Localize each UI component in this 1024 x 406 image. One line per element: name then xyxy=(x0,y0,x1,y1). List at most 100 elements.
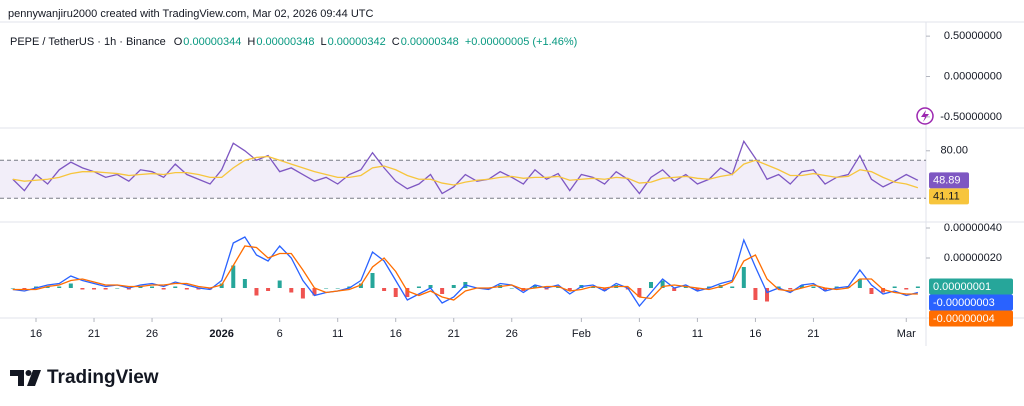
header: pennywanjiru2000 created with TradingVie… xyxy=(8,8,374,20)
x-tick-label: Feb xyxy=(572,328,591,340)
last-value-box xyxy=(929,310,1013,327)
y-tick-label: 0.50000000 xyxy=(944,30,1002,42)
histogram-bar xyxy=(324,288,329,289)
series-line xyxy=(12,139,919,195)
histogram-bar xyxy=(765,288,770,302)
histogram-bar xyxy=(22,288,27,290)
histogram-bar xyxy=(556,286,561,288)
x-tick-label: 11 xyxy=(692,328,703,340)
histogram-bar xyxy=(184,288,189,290)
x-tick-label: 21 xyxy=(448,328,460,340)
histogram-bar xyxy=(370,273,375,288)
y-tick-label: 0.00000000 xyxy=(944,70,1002,82)
histogram-bar xyxy=(10,288,15,289)
ohlc-label: O xyxy=(174,36,183,48)
histogram-bar xyxy=(277,280,282,288)
histogram-bar xyxy=(486,288,491,290)
ohlc-label: L xyxy=(320,36,326,48)
x-tick-label: 26 xyxy=(506,328,518,340)
histogram-bar xyxy=(881,288,886,293)
histogram-bar xyxy=(405,288,410,297)
x-tick-label: 16 xyxy=(390,328,402,340)
last-value-label: 0.00000001 xyxy=(933,281,991,293)
series-line xyxy=(12,245,918,301)
histogram-bar xyxy=(358,283,363,288)
y-tick-label: 0.00000020 xyxy=(944,252,1002,264)
histogram-bar xyxy=(266,288,271,291)
last-value-box xyxy=(929,294,1013,311)
histogram-bar xyxy=(57,286,62,288)
last-value-label: 41.11 xyxy=(933,191,960,203)
histogram-bar xyxy=(115,288,120,289)
histogram-bar xyxy=(242,279,247,288)
histogram-bar xyxy=(231,265,236,288)
histogram-bar xyxy=(544,288,549,290)
histogram-bar xyxy=(799,285,804,288)
tradingview-logo xyxy=(10,370,41,386)
symbol-legend[interactable]: PEPE / TetherUS · 1h · Binance xyxy=(10,36,166,48)
histogram-bar xyxy=(416,286,421,288)
x-tick-label: 2026 xyxy=(209,328,233,340)
histogram-bar xyxy=(451,285,456,288)
histogram-bar xyxy=(857,279,862,288)
histogram-bar xyxy=(915,286,920,288)
x-tick-label: 16 xyxy=(749,328,761,340)
histogram-bar xyxy=(776,286,781,288)
histogram-bar xyxy=(869,288,874,294)
histogram-bar xyxy=(637,288,642,297)
x-tick-label: 6 xyxy=(636,328,642,340)
y-tick-label: 0.00000040 xyxy=(944,222,1002,234)
histogram-bar xyxy=(382,288,387,291)
histogram-bar xyxy=(428,285,433,288)
histogram-bar xyxy=(173,286,178,288)
ohlc-value: 0.00000342 xyxy=(328,36,386,48)
x-tick-label: Mar xyxy=(897,328,916,340)
ohlc-value: 0.00000348 xyxy=(256,36,314,48)
histogram-bar xyxy=(590,286,595,288)
last-value-label: 48.89 xyxy=(933,175,961,187)
x-tick-label: 6 xyxy=(277,328,283,340)
histogram-bar xyxy=(672,288,677,291)
histogram-bar xyxy=(80,288,85,290)
ohlc-value: 0.00000344 xyxy=(183,36,241,48)
histogram-bar xyxy=(904,288,909,290)
histogram-bar xyxy=(567,288,572,291)
ohlc-value: 0.00000348 xyxy=(401,36,459,48)
last-value-box xyxy=(929,278,1013,295)
histogram-bar xyxy=(161,288,166,290)
series-line xyxy=(12,236,919,308)
histogram-bar xyxy=(196,288,201,290)
brand-name: TradingView xyxy=(47,367,159,388)
histogram-bar xyxy=(695,288,700,291)
ohlc-label: C xyxy=(392,36,400,48)
y-tick-label: 80.00 xyxy=(940,145,968,157)
histogram-bar xyxy=(834,286,839,288)
histogram-bar xyxy=(660,280,665,288)
histogram-bar xyxy=(92,288,97,290)
histogram-bar xyxy=(648,282,653,288)
histogram-bar xyxy=(34,286,39,288)
x-tick-label: 21 xyxy=(807,328,819,340)
histogram-bar xyxy=(730,286,735,288)
histogram-bar xyxy=(532,285,537,288)
histogram-bar xyxy=(509,288,514,289)
histogram-bar xyxy=(219,283,224,288)
last-value-label: -0.00000004 xyxy=(933,313,995,325)
last-value-box xyxy=(929,172,969,189)
histogram-bar xyxy=(300,288,305,299)
histogram-bar xyxy=(393,288,398,297)
series-line xyxy=(12,155,919,189)
x-tick-label: 11 xyxy=(332,328,343,340)
alert-icon[interactable] xyxy=(916,107,934,125)
last-value-label: -0.00000003 xyxy=(933,297,995,309)
histogram-bar xyxy=(707,286,712,288)
histogram-bar xyxy=(602,288,607,291)
histogram-bar xyxy=(289,288,294,293)
histogram-bar xyxy=(811,286,816,288)
histogram-bar xyxy=(150,286,155,288)
histogram-bar xyxy=(103,288,108,290)
ohlc-label: H xyxy=(247,36,255,48)
histogram-bar xyxy=(788,288,793,290)
change-value: +0.00000005 (+1.46%) xyxy=(465,36,578,48)
histogram-bar xyxy=(440,288,445,294)
